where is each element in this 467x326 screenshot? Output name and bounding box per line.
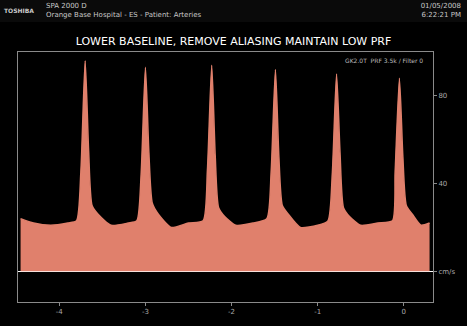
- svg-text:GK2.0T PRF 3.5k / Filter 0: GK2.0T PRF 3.5k / Filter 0: [345, 57, 423, 64]
- svg-text:-2: -2: [228, 308, 235, 316]
- html-text:SPA 2000 D: SPA 2000 D: [46, 2, 87, 10]
- svg-text:-3: -3: [142, 308, 149, 316]
- html-text:6:22:21 PM: 6:22:21 PM: [421, 11, 461, 19]
- svg-text:cm/s: cm/s: [438, 268, 455, 276]
- html-text:TOSHIBA: TOSHIBA: [4, 7, 34, 14]
- html-text:01/05/2008: 01/05/2008: [420, 2, 461, 10]
- svg-text:80: 80: [438, 92, 447, 100]
- html-text:Orange Base Hospital - ES - Pa: Orange Base Hospital - ES - Patient: Art…: [46, 11, 202, 19]
- svg-text:40: 40: [438, 180, 447, 188]
- svg-text:-1: -1: [314, 308, 321, 316]
- svg-text:-4: -4: [56, 308, 64, 316]
- svg-text:0: 0: [401, 308, 405, 316]
- svg-text:LOWER BASELINE, REMOVE ALIASIN: LOWER BASELINE, REMOVE ALIASING MAINTAIN…: [76, 35, 392, 48]
